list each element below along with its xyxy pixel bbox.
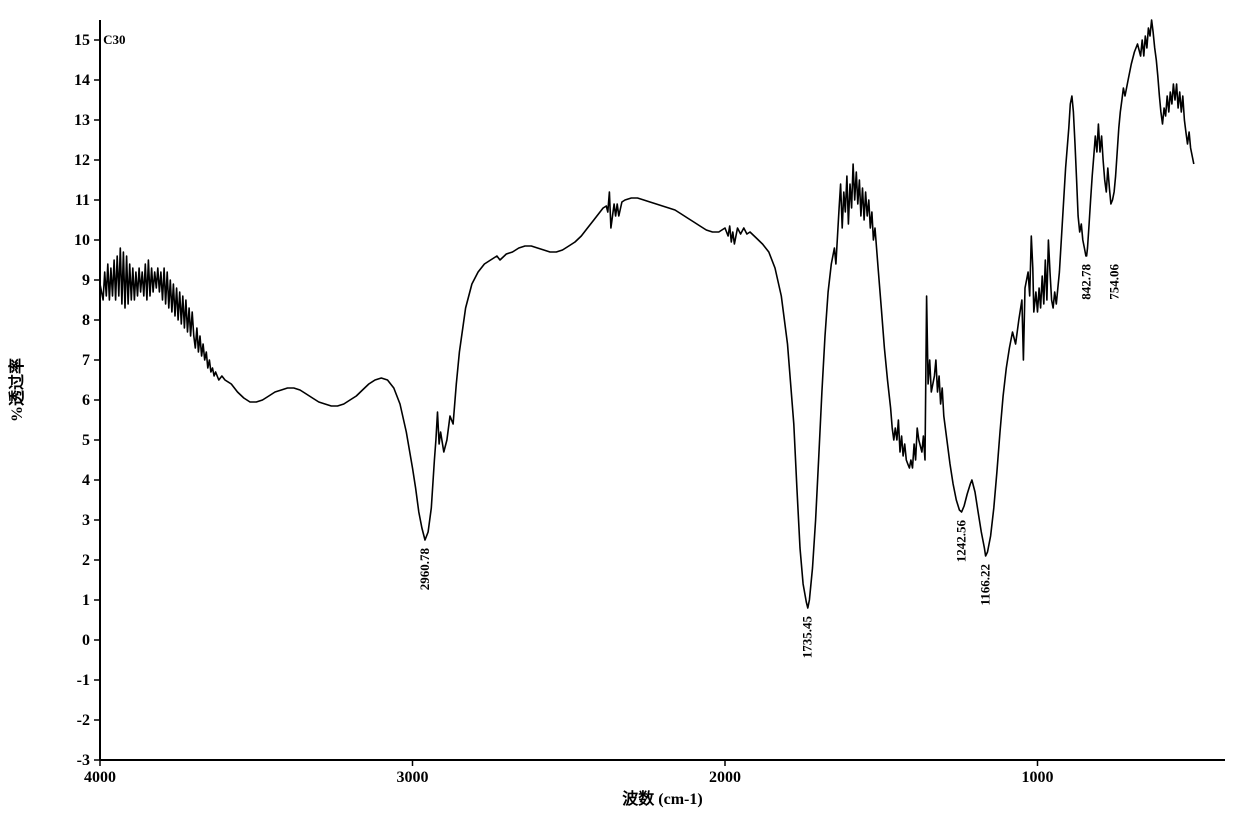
y-tick-label: 2 bbox=[82, 552, 90, 569]
y-tick-label: 14 bbox=[74, 72, 90, 89]
y-tick-label: 3 bbox=[82, 512, 90, 529]
y-tick-label: 0 bbox=[82, 632, 90, 649]
peak-label: 1242.56 bbox=[954, 520, 969, 563]
peak-label: 1166.22 bbox=[978, 564, 993, 606]
spectrum-trace bbox=[100, 20, 1194, 608]
y-tick-label: -2 bbox=[77, 712, 90, 729]
y-tick-label: 4 bbox=[82, 472, 90, 489]
y-tick-label: 8 bbox=[82, 312, 90, 329]
ir-spectrum-chart: -3-2-10123456789101112131415400030002000… bbox=[0, 0, 1240, 829]
x-tick-label: 4000 bbox=[84, 769, 116, 786]
y-tick-label: -3 bbox=[77, 752, 90, 769]
sample-label: C30 bbox=[103, 32, 125, 47]
y-axis-label: %透过率 bbox=[7, 358, 26, 422]
y-tick-label: -1 bbox=[77, 672, 90, 689]
y-tick-label: 1 bbox=[82, 592, 90, 609]
x-tick-label: 2000 bbox=[709, 769, 741, 786]
y-tick-label: 15 bbox=[74, 32, 90, 49]
y-tick-label: 13 bbox=[74, 112, 90, 129]
y-tick-label: 7 bbox=[82, 352, 90, 369]
x-tick-label: 1000 bbox=[1022, 769, 1054, 786]
y-tick-label: 5 bbox=[82, 432, 90, 449]
y-tick-label: 12 bbox=[74, 152, 90, 169]
peak-label: 842.78 bbox=[1079, 264, 1094, 300]
x-tick-label: 3000 bbox=[397, 769, 429, 786]
y-tick-label: 6 bbox=[82, 392, 90, 409]
peak-label: 2960.78 bbox=[417, 548, 432, 591]
y-tick-label: 9 bbox=[82, 272, 90, 289]
x-axis-label: 波数 (cm-1) bbox=[622, 789, 702, 808]
peak-label: 754.06 bbox=[1106, 264, 1121, 300]
peak-label: 1735.45 bbox=[800, 616, 815, 659]
y-tick-label: 10 bbox=[74, 232, 90, 249]
y-tick-label: 11 bbox=[75, 192, 90, 209]
